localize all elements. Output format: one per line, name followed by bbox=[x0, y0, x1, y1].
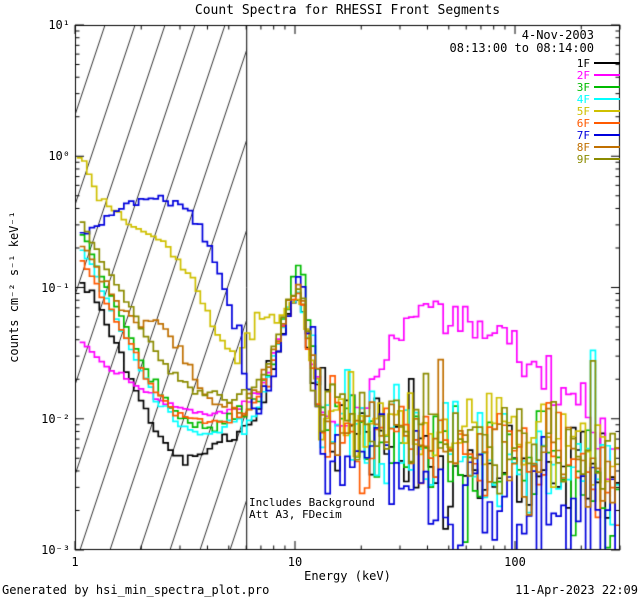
footer-generated-by: Generated by hsi_min_spectra_plot.pro bbox=[2, 583, 270, 597]
y-tick-label: 10¹ bbox=[48, 18, 70, 32]
footer-timestamp: 11-Apr-2023 22:09 bbox=[515, 583, 638, 597]
observation-interval: 08:13:00 to 08:14:00 bbox=[449, 41, 595, 55]
legend-item-4f: 4F bbox=[576, 92, 620, 106]
x-axis-label: Energy (keV) bbox=[304, 569, 391, 583]
legend-item-5f: 5F bbox=[576, 104, 620, 118]
legend-line-swatch bbox=[594, 86, 620, 88]
legend-item-7f: 7F bbox=[576, 128, 620, 142]
legend-item-1f: 1F bbox=[576, 56, 620, 70]
legend: 1F 2F 3F 4F 5F 6F 7F 8F 9F bbox=[576, 56, 620, 166]
y-tick-label: 10⁻¹ bbox=[41, 280, 70, 295]
legend-item-2f: 2F bbox=[576, 68, 620, 82]
x-tick-label: 100 bbox=[504, 555, 526, 569]
chart-title: Count Spectra for RHESSI Front Segments bbox=[194, 3, 501, 18]
y-tick-label: 10⁰ bbox=[48, 149, 70, 164]
legend-line-swatch bbox=[594, 158, 620, 160]
legend-line-swatch bbox=[594, 62, 620, 64]
legend-label: 8F bbox=[576, 140, 590, 154]
x-tick-label: 10 bbox=[287, 555, 303, 569]
legend-line-swatch bbox=[594, 122, 620, 124]
legend-item-6f: 6F bbox=[576, 116, 620, 130]
legend-item-3f: 3F bbox=[576, 80, 620, 94]
legend-label: 3F bbox=[576, 80, 590, 94]
legend-label: 6F bbox=[576, 116, 590, 130]
legend-line-swatch bbox=[594, 146, 620, 148]
observation-date: 4-Nov-2003 bbox=[521, 28, 594, 42]
x-tick-label: 1 bbox=[71, 555, 79, 569]
legend-label: 7F bbox=[576, 128, 590, 142]
y-tick-label: 10⁻³ bbox=[41, 543, 70, 557]
legend-line-swatch bbox=[594, 74, 620, 76]
y-tick-label: 10⁻² bbox=[41, 411, 70, 426]
legend-label: 4F bbox=[576, 92, 590, 106]
attenuator-note: Att A3, FDecim bbox=[249, 508, 342, 521]
legend-line-swatch bbox=[594, 134, 620, 136]
legend-line-swatch bbox=[594, 98, 620, 100]
legend-label: 1F bbox=[576, 56, 590, 70]
background-note: Includes Background bbox=[249, 496, 375, 509]
legend-item-9f: 9F bbox=[576, 152, 620, 166]
y-axis-label: counts cm⁻² s⁻¹ keV⁻¹ bbox=[7, 211, 21, 363]
legend-label: 5F bbox=[576, 104, 590, 118]
legend-label: 2F bbox=[576, 68, 590, 82]
legend-item-8f: 8F bbox=[576, 140, 620, 154]
legend-line-swatch bbox=[594, 110, 620, 112]
legend-label: 9F bbox=[576, 152, 590, 166]
